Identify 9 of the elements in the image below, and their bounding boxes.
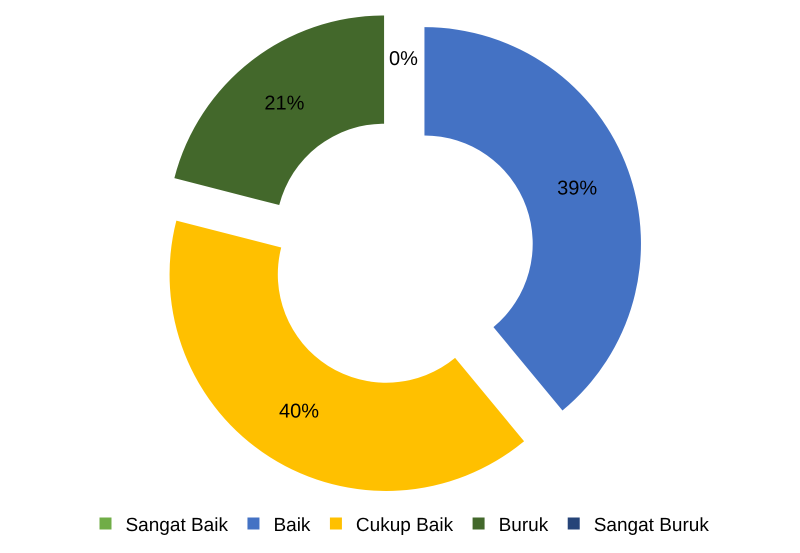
data-label: 39%	[557, 178, 598, 200]
text: 0%	[389, 48, 418, 70]
data-label: 21%	[264, 92, 305, 115]
data-label: 40%	[278, 400, 320, 423]
legend-label: Cukup Baik	[356, 514, 454, 536]
legend-label: Sangat Baik	[126, 514, 228, 536]
legend-label: Sangat Buruk	[594, 514, 710, 536]
legend-label: Baik	[273, 514, 311, 536]
legend-label: Buruk	[498, 514, 549, 536]
